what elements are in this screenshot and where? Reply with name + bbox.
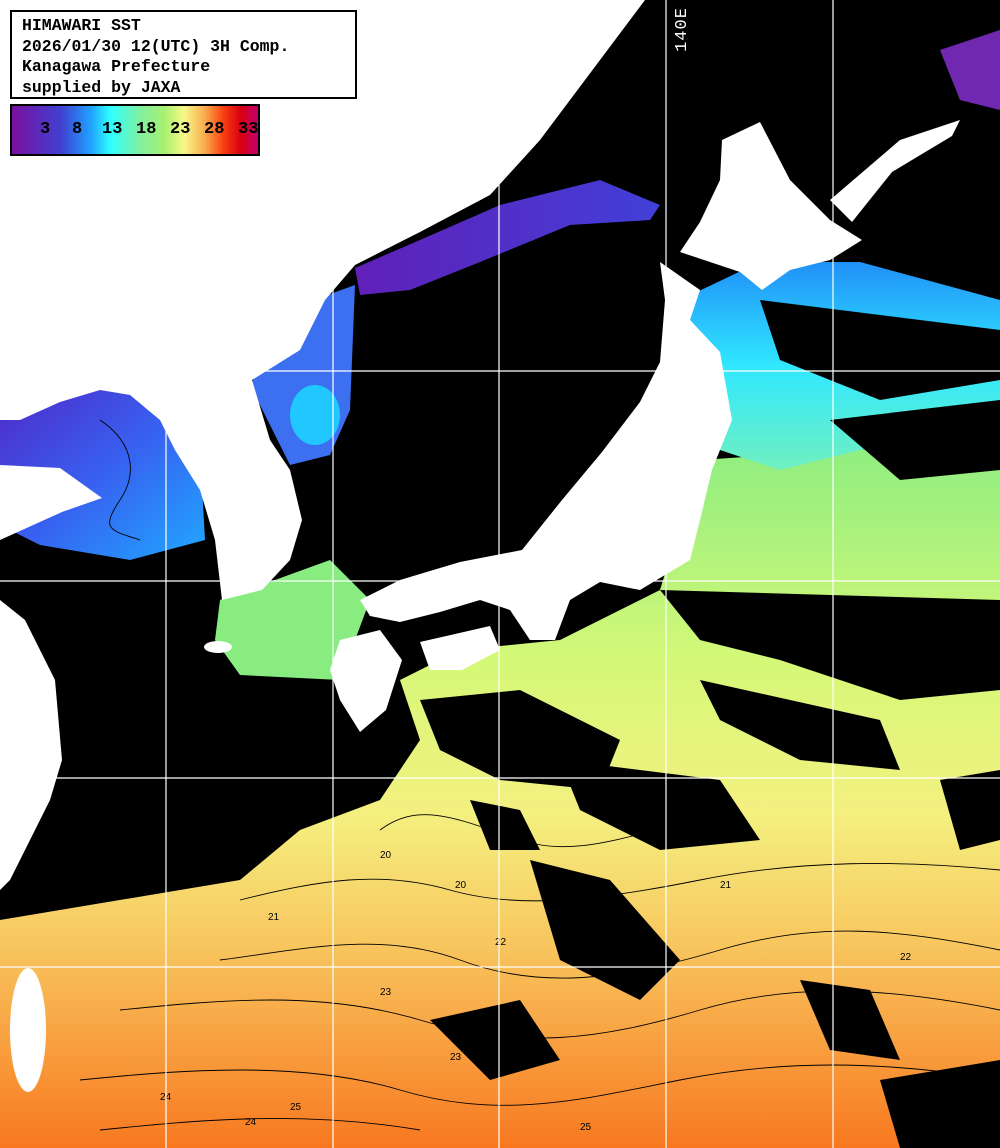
sst-korea-east-cyan	[290, 385, 340, 445]
contour-label: 20	[380, 850, 392, 861]
cloud-mask	[880, 1060, 1000, 1148]
land-sado-island	[400, 125, 424, 165]
land-jeju-island	[204, 641, 232, 653]
contour-label: 22	[495, 937, 507, 948]
cloud-mask	[530, 860, 680, 1000]
cloud-mask	[470, 800, 540, 850]
title-provider: Kanagawa Prefecture	[22, 57, 211, 76]
legend-tick: 18	[136, 120, 157, 139]
cloud-mask	[430, 1000, 560, 1080]
contour-label: 21	[720, 880, 732, 891]
contour-label: 25	[580, 1122, 592, 1133]
cloud-masks	[420, 300, 1000, 1148]
contour-label: 23	[380, 987, 392, 998]
cloud-mask	[830, 400, 1000, 480]
land-shandong	[0, 465, 102, 540]
legend-tick: 33	[238, 120, 259, 139]
legend-tick: 28	[204, 120, 225, 139]
longitude-label-140e: 140E	[672, 7, 692, 52]
contour-line	[379, 814, 701, 848]
latitude-label-40n: 40N	[12, 352, 46, 371]
cloud-mask	[760, 300, 1000, 400]
land-shikoku	[420, 626, 500, 670]
latitude-label-30n: 30N	[14, 758, 48, 777]
contour-label: 22	[900, 952, 912, 963]
contour-line	[119, 990, 1000, 1039]
contour-label: 20	[455, 880, 467, 891]
cloud-mask	[700, 680, 900, 770]
contour-label: 25	[290, 1102, 302, 1113]
land-sakhalin	[830, 120, 960, 222]
contour-label: 21	[268, 912, 280, 923]
cloud-mask	[660, 590, 1000, 700]
land-china-east-coast	[0, 600, 62, 890]
legend-tick: 23	[170, 120, 191, 139]
color-scale-legend: 3 8 13 18 23 28 33	[10, 104, 260, 156]
contour-label: 23	[450, 1052, 462, 1063]
sst-contours	[79, 419, 1000, 1131]
sst-okhotsk-purple	[940, 30, 1000, 110]
land-kyushu	[330, 630, 402, 732]
contour-line	[99, 1118, 421, 1131]
cloud-mask	[940, 770, 1000, 850]
title-box: HIMAWARI SST 2026/01/30 12(UTC) 3H Comp.…	[10, 10, 357, 99]
legend-tick: 3	[40, 120, 51, 139]
cloud-mask	[800, 980, 900, 1060]
land-taiwan	[10, 968, 46, 1092]
contour-line	[219, 930, 1000, 979]
contour-line	[239, 863, 1000, 902]
title-source: supplied by JAXA	[22, 77, 181, 97]
legend-tick: 13	[102, 120, 123, 139]
land-hokkaido	[680, 122, 862, 290]
land-honshu	[360, 262, 732, 640]
title-datetime: 2026/01/30 12(UTC) 3H Comp.	[22, 36, 290, 56]
contour-line	[99, 419, 141, 541]
contour-label: 24	[245, 1117, 257, 1128]
sst-sea-of-japan-north-band	[355, 180, 660, 295]
title-product: HIMAWARI SST	[22, 16, 141, 35]
legend-tick: 8	[72, 120, 83, 139]
cloud-mask	[560, 760, 760, 850]
